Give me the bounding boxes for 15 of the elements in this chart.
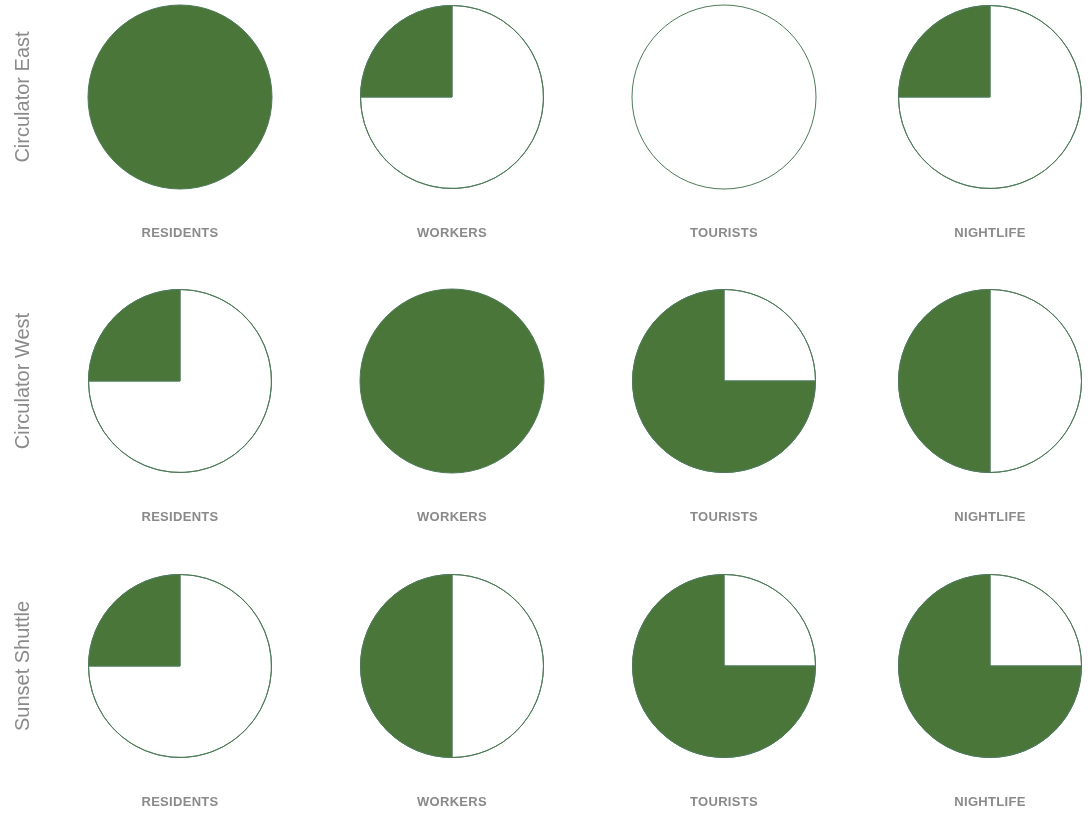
text: WORKERS <box>416 509 488 524</box>
text: NIGHTLIFE <box>953 794 1027 809</box>
text: NIGHTLIFE <box>953 225 1027 240</box>
text: Circulator West <box>10 311 34 452</box>
text: TOURISTS <box>689 794 759 809</box>
text: RESIDENTS <box>140 509 220 524</box>
text: RESIDENTS <box>140 225 220 240</box>
text: TOURISTS <box>689 509 759 524</box>
text: Sunset Shuttle <box>10 599 34 734</box>
text: RESIDENTS <box>140 794 220 809</box>
text: WORKERS <box>416 794 488 809</box>
text: Circulator East <box>10 30 34 165</box>
text: NIGHTLIFE <box>953 509 1027 524</box>
text: TOURISTS <box>689 225 759 240</box>
text: WORKERS <box>416 225 488 240</box>
